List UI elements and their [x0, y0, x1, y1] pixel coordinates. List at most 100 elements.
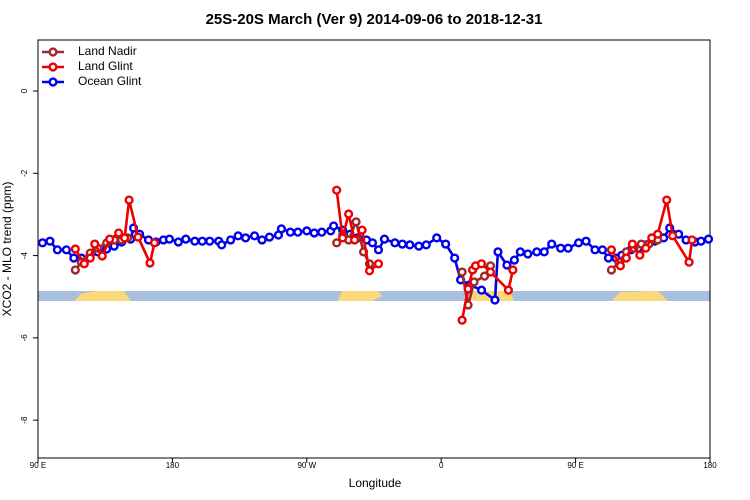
data-point — [476, 259, 487, 269]
data-point — [668, 231, 678, 241]
data-point — [635, 250, 645, 260]
data-point — [397, 239, 407, 249]
legend-label: Land Nadir — [78, 44, 137, 58]
data-point — [364, 266, 375, 276]
data-point — [97, 251, 107, 261]
data-point — [302, 226, 312, 236]
data-point — [476, 285, 487, 295]
plot-frame — [37, 39, 711, 459]
data-point — [329, 221, 339, 231]
data-point — [563, 243, 573, 253]
data-point — [114, 228, 124, 238]
data-point — [317, 227, 327, 237]
data-point — [627, 239, 637, 249]
data-point — [441, 239, 451, 249]
data-point — [621, 253, 631, 263]
data-point — [293, 227, 303, 237]
data-point — [351, 217, 361, 227]
data-point — [509, 255, 519, 265]
data-point — [603, 253, 614, 263]
data-point — [120, 233, 130, 243]
data-point — [503, 285, 514, 295]
data-point — [240, 233, 251, 243]
data-point — [606, 265, 617, 275]
data-point — [703, 234, 714, 244]
data-point — [181, 234, 191, 244]
data-point — [332, 185, 342, 195]
x-tick-label: 180 — [703, 461, 717, 470]
data-point — [662, 195, 672, 205]
data-point — [173, 237, 183, 247]
data-point — [70, 244, 80, 254]
data-point — [485, 267, 496, 277]
data-point — [285, 227, 295, 237]
data-point — [414, 241, 424, 251]
data-point — [357, 225, 367, 235]
data-point — [556, 243, 566, 253]
data-point — [523, 249, 533, 259]
legend-marker — [48, 62, 58, 72]
data-point — [264, 232, 275, 242]
data-point — [547, 239, 557, 249]
data-point — [457, 315, 467, 325]
data-point — [641, 243, 651, 253]
data-point — [421, 240, 431, 250]
y-tick-label: -6 — [20, 334, 29, 342]
data-point — [190, 236, 200, 246]
data-point — [597, 245, 608, 255]
legend-marker — [48, 77, 58, 87]
data-point — [457, 267, 467, 277]
data-point — [590, 245, 600, 255]
data-point — [205, 236, 215, 246]
data-point — [493, 247, 503, 257]
land-ocean-strip — [38, 291, 710, 301]
data-point — [653, 229, 663, 239]
data-point — [105, 234, 115, 244]
data-point — [696, 236, 706, 246]
data-point — [338, 233, 348, 243]
data-point — [69, 253, 79, 263]
data-point — [149, 238, 160, 248]
data-point — [379, 234, 390, 244]
data-point — [52, 245, 63, 255]
data-point — [226, 235, 236, 245]
legend-label: Ocean Glint — [78, 74, 142, 88]
data-point — [45, 236, 55, 246]
y-tick-label: -8 — [20, 416, 29, 424]
data-point — [133, 232, 143, 242]
data-point — [390, 238, 400, 248]
x-tick-label: 90 E — [567, 461, 583, 470]
data-point — [85, 253, 95, 263]
data-point — [90, 239, 100, 249]
data-point — [217, 240, 227, 250]
x-tick-label: 90 E — [30, 461, 46, 470]
data-point — [469, 277, 479, 287]
legend-label: Land Glint — [78, 59, 133, 73]
data-point — [124, 195, 134, 205]
data-point — [405, 240, 415, 250]
data-point — [349, 235, 360, 245]
data-point — [684, 257, 694, 267]
data-point — [70, 265, 80, 275]
data-point — [276, 224, 287, 234]
data-point — [687, 235, 697, 245]
data-point — [432, 233, 442, 243]
data-point — [37, 238, 48, 248]
data-point — [463, 284, 473, 294]
data-point — [233, 231, 243, 241]
data-point — [367, 238, 378, 248]
data-point — [606, 245, 617, 255]
data-point — [373, 245, 384, 255]
data-point — [332, 238, 342, 248]
data-point — [309, 228, 319, 238]
data-point — [615, 261, 626, 271]
x-axis-label: Longitude — [349, 476, 402, 490]
data-point — [539, 247, 549, 257]
data-point — [490, 295, 500, 305]
data-point — [197, 236, 207, 246]
data-point — [450, 253, 460, 263]
data-point — [79, 259, 89, 269]
data-point — [164, 234, 175, 244]
data-point — [145, 258, 155, 268]
